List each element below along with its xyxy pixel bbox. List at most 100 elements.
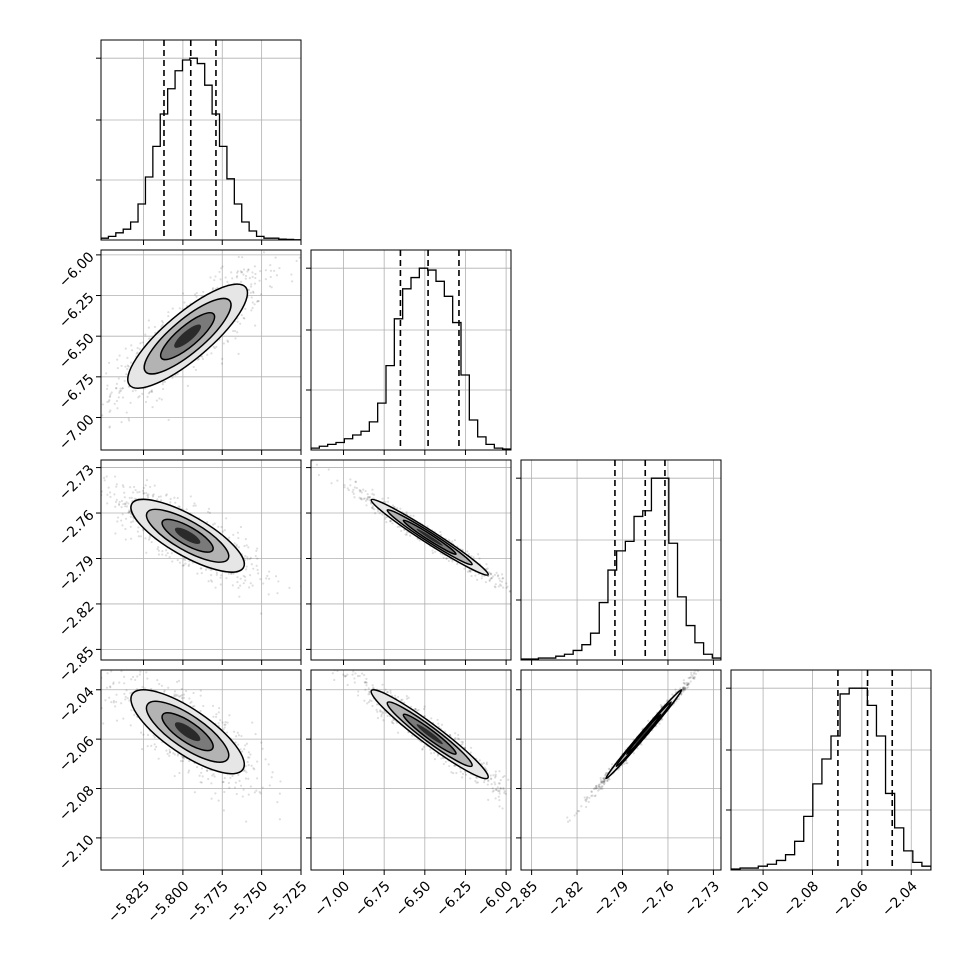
sample-point bbox=[243, 317, 246, 320]
sample-point bbox=[155, 399, 158, 402]
sample-point bbox=[439, 530, 442, 534]
sample-point bbox=[359, 489, 362, 492]
sample-point bbox=[89, 490, 91, 492]
sample-point bbox=[493, 573, 497, 577]
sample-point bbox=[123, 379, 126, 383]
sample-point bbox=[182, 564, 185, 567]
sample-point bbox=[327, 468, 330, 471]
sample-point bbox=[251, 721, 254, 724]
sample-point bbox=[216, 286, 219, 289]
sample-point bbox=[200, 767, 204, 770]
sample-point bbox=[386, 690, 389, 693]
x-tick-label: −5.725 bbox=[263, 878, 311, 926]
y-tick-label: −6.25 bbox=[56, 290, 98, 332]
sample-point bbox=[98, 696, 100, 698]
sample-point bbox=[124, 538, 127, 541]
sample-point bbox=[143, 492, 146, 495]
sample-point bbox=[459, 770, 462, 773]
sample-point bbox=[437, 725, 440, 728]
sample-point bbox=[123, 491, 126, 494]
sample-point bbox=[105, 387, 109, 391]
sample-point bbox=[113, 402, 116, 405]
sample-point bbox=[267, 577, 271, 581]
sample-point bbox=[466, 550, 469, 553]
sample-point bbox=[247, 751, 250, 754]
sample-point bbox=[134, 389, 137, 392]
sample-point bbox=[232, 329, 235, 333]
sample-point bbox=[701, 664, 703, 666]
sample-point bbox=[239, 322, 242, 325]
sample-point bbox=[259, 270, 262, 273]
sample-point bbox=[371, 506, 374, 509]
sample-point bbox=[489, 572, 492, 575]
sample-point bbox=[112, 699, 116, 703]
sample-point bbox=[109, 685, 112, 688]
sample-point bbox=[346, 487, 349, 490]
sample-point bbox=[176, 559, 179, 562]
sample-point bbox=[273, 269, 276, 273]
sample-point bbox=[106, 400, 109, 404]
sample-point bbox=[212, 773, 215, 776]
sample-point bbox=[236, 531, 240, 534]
sample-point bbox=[414, 708, 417, 711]
sample-point bbox=[503, 774, 506, 778]
sample-point bbox=[223, 723, 226, 726]
sample-point bbox=[121, 396, 125, 399]
sample-point bbox=[150, 744, 153, 748]
sample-point bbox=[125, 373, 128, 376]
sample-point bbox=[130, 349, 134, 352]
sample-point bbox=[364, 499, 368, 502]
sample-point bbox=[596, 786, 599, 790]
sample-point bbox=[514, 594, 516, 596]
sample-point bbox=[120, 506, 123, 509]
sample-point bbox=[452, 772, 455, 775]
sample-point bbox=[131, 675, 135, 679]
sample-point bbox=[363, 699, 366, 702]
sample-point bbox=[221, 721, 224, 724]
sample-point bbox=[396, 525, 399, 528]
x-tick-label: −6.75 bbox=[352, 878, 394, 920]
sample-point bbox=[353, 486, 356, 489]
sample-point bbox=[409, 514, 412, 517]
sample-point bbox=[114, 705, 117, 708]
sample-point bbox=[451, 560, 454, 563]
sample-point bbox=[158, 682, 161, 686]
sample-point bbox=[102, 722, 105, 725]
sample-point bbox=[144, 537, 147, 540]
x-tick-label: −6.50 bbox=[393, 878, 435, 920]
sample-point bbox=[163, 689, 166, 692]
sample-point bbox=[247, 268, 250, 271]
sample-point bbox=[247, 756, 250, 759]
sample-point bbox=[182, 693, 186, 696]
sample-point bbox=[426, 525, 429, 528]
sample-point bbox=[351, 673, 354, 676]
sample-point bbox=[497, 585, 500, 588]
sample-point bbox=[157, 549, 161, 552]
sample-point bbox=[207, 777, 210, 781]
sample-point bbox=[145, 491, 148, 495]
sample-point bbox=[115, 399, 119, 403]
sample-point bbox=[109, 409, 112, 412]
y-tick-label: −2.85 bbox=[56, 644, 98, 686]
sample-point bbox=[105, 372, 108, 375]
y-tick-label: −7.00 bbox=[56, 412, 98, 454]
sample-point bbox=[110, 391, 113, 394]
sample-point bbox=[489, 777, 493, 780]
sample-point bbox=[364, 681, 368, 684]
sample-point bbox=[687, 682, 691, 685]
sample-point bbox=[244, 538, 247, 541]
sample-point bbox=[414, 708, 417, 711]
sample-point bbox=[199, 567, 202, 570]
sample-point bbox=[381, 683, 384, 686]
sample-point bbox=[98, 677, 100, 679]
sample-point bbox=[232, 730, 236, 733]
sample-point bbox=[121, 386, 124, 390]
panel-2-0: −2.85−2.82−2.79−2.76−2.73 bbox=[56, 459, 302, 686]
sample-point bbox=[276, 592, 279, 595]
sample-point bbox=[152, 493, 155, 496]
sample-point bbox=[368, 690, 371, 694]
sample-point bbox=[164, 494, 168, 497]
sample-point bbox=[492, 774, 495, 777]
sample-point bbox=[361, 672, 364, 675]
sample-point bbox=[137, 535, 140, 538]
